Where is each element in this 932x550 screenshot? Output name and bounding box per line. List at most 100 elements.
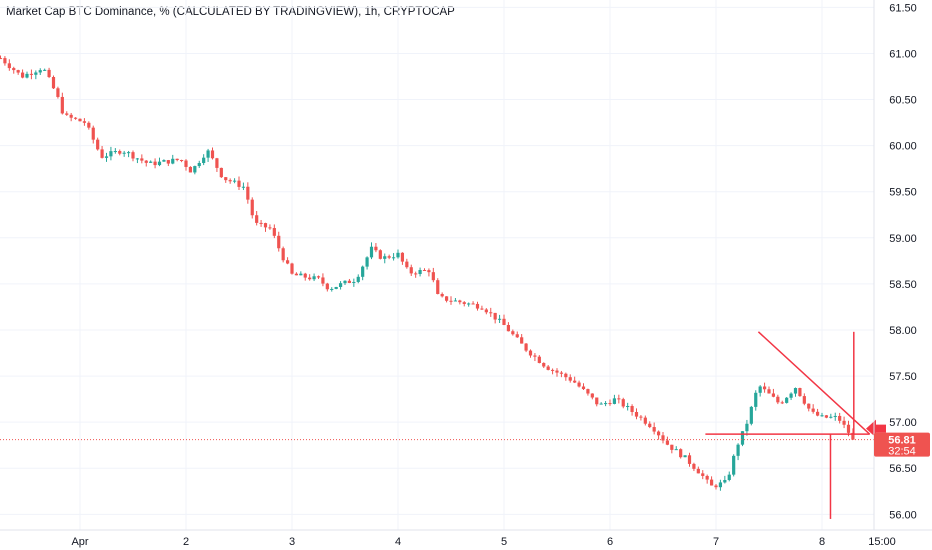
candle-body — [802, 396, 806, 404]
candle-body — [665, 440, 670, 445]
candle-body — [436, 280, 440, 294]
candle-body — [347, 280, 352, 283]
candle-body — [60, 96, 64, 114]
y-tick-label: 60.50 — [889, 95, 917, 107]
candle-body — [135, 158, 140, 160]
candle-body — [767, 389, 771, 394]
x-tick-label: 2 — [183, 536, 189, 548]
y-tick-label: 57.50 — [889, 371, 917, 383]
x-tick-label: Apr — [71, 536, 88, 548]
candle-body — [639, 416, 643, 418]
current-price-label: 56.81 — [888, 435, 916, 447]
candle-body — [749, 406, 753, 424]
candle-body — [82, 121, 87, 123]
candle-body — [829, 416, 833, 418]
candle-body — [740, 431, 745, 445]
candle-body — [113, 151, 117, 153]
candle-body — [453, 300, 458, 302]
candle-body — [431, 272, 435, 281]
candle-body — [352, 281, 356, 283]
candle-body — [577, 382, 581, 387]
candle-body — [564, 373, 568, 378]
candle-body — [12, 68, 16, 71]
candle-body — [824, 415, 829, 418]
candle-body — [762, 386, 767, 390]
candle-body — [422, 269, 427, 271]
candle-body — [418, 269, 422, 274]
x-tick-label: 6 — [607, 536, 613, 548]
candle-body — [321, 277, 325, 284]
candle-body — [175, 158, 179, 161]
candle-body — [149, 161, 153, 163]
y-tick-label: 59.50 — [889, 187, 917, 199]
candle-body — [56, 88, 60, 97]
candle-body — [692, 463, 696, 469]
candle-body — [727, 474, 731, 480]
candle-body — [277, 235, 281, 249]
x-tick-label: 4 — [395, 536, 401, 548]
candle-body — [118, 151, 122, 154]
candle-body — [515, 334, 519, 338]
candle-body — [51, 77, 56, 89]
candle-body — [126, 152, 131, 154]
candle-body — [838, 415, 842, 421]
candle-body — [471, 303, 475, 305]
candle-body — [807, 403, 811, 409]
candle-body — [157, 161, 162, 166]
candle-body — [166, 160, 170, 164]
candle-body — [586, 389, 590, 394]
candle-body — [299, 273, 303, 276]
candle-body — [361, 266, 365, 277]
candle-body — [771, 393, 776, 397]
candle-body — [153, 161, 157, 166]
candle-body — [630, 406, 634, 412]
y-tick-label: 58.00 — [889, 325, 917, 337]
candle-body — [568, 377, 572, 381]
candle-body — [626, 406, 630, 408]
candle-body — [732, 455, 736, 475]
y-tick-label: 61.00 — [889, 48, 917, 60]
candle-body — [670, 444, 674, 450]
candle-body — [374, 246, 378, 251]
candle-body — [25, 73, 29, 78]
candle-body — [462, 302, 466, 304]
candle-body — [378, 250, 382, 259]
candle-body — [290, 263, 294, 274]
y-tick-label: 61.50 — [889, 2, 917, 14]
candle-body — [489, 312, 493, 314]
candle-body — [268, 227, 272, 229]
candle-body — [559, 372, 564, 374]
candle-body — [365, 257, 369, 267]
candle-body — [171, 158, 175, 164]
candle-body — [369, 246, 374, 258]
candle-body — [467, 303, 471, 305]
y-tick-label: 59.00 — [889, 233, 917, 245]
candle-body — [546, 366, 550, 370]
candle-body — [188, 166, 193, 173]
candle-body — [272, 228, 276, 236]
candle-body — [215, 158, 219, 168]
candle-body — [330, 288, 334, 290]
candle-body — [144, 160, 148, 163]
candle-body — [16, 70, 20, 73]
candle-body — [705, 475, 709, 480]
candle-body — [537, 356, 541, 363]
candle-body — [842, 420, 846, 425]
candle-body — [396, 252, 400, 258]
candle-body — [497, 318, 502, 320]
candle-body — [440, 293, 444, 297]
candle-body — [140, 158, 144, 161]
candle-body — [780, 402, 784, 404]
candle-body — [210, 150, 215, 159]
candle-body — [506, 324, 511, 332]
current-price-tag: 56.81 32:54 — [874, 432, 930, 458]
candle-body — [263, 223, 268, 228]
candle-body — [745, 423, 749, 432]
x-tick-label: 15:00 — [868, 536, 896, 548]
candle-body — [400, 252, 405, 262]
candle-body — [798, 388, 802, 397]
candle-body — [811, 408, 815, 412]
candle-body — [43, 69, 47, 71]
candle-body — [241, 186, 246, 188]
candle-body — [714, 485, 718, 488]
